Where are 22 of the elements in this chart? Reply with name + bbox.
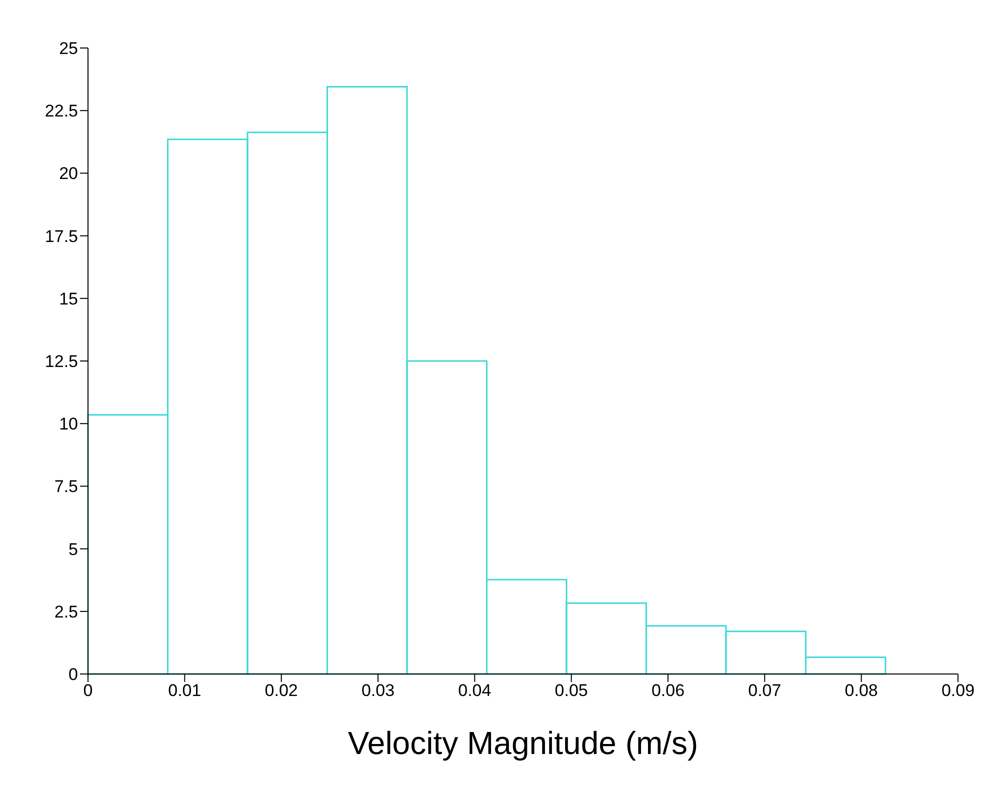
y-tick-label: 2.5 (54, 602, 78, 622)
y-tick-label: 25 (59, 39, 78, 58)
x-tick-label: 0.05 (554, 681, 588, 700)
y-tick-label: 22.5 (44, 102, 78, 121)
y-tick-label: 15 (59, 289, 78, 308)
y-tick-label: 0 (68, 665, 78, 684)
y-tick-label: 20 (59, 164, 78, 184)
y-tick-label: 17.5 (44, 226, 78, 246)
x-tick-label: 0.01 (168, 681, 202, 700)
y-tick-label: 7.5 (54, 477, 78, 496)
x-tick-label: 0.02 (264, 681, 298, 700)
y-tick-label: 12.5 (44, 352, 78, 372)
y-tick-label: 5 (68, 540, 78, 559)
x-tick-label: 0.03 (361, 681, 395, 700)
x-axis-title: Velocity Magnitude (m/s) (348, 725, 698, 761)
x-tick-label: 0.04 (458, 681, 492, 700)
x-tick-label: 0.06 (651, 681, 685, 700)
x-tick-label: 0.07 (748, 681, 782, 700)
x-tick-label: 0.09 (941, 681, 975, 700)
x-tick-label: 0 (83, 681, 93, 700)
x-tick-label: 0.08 (844, 681, 878, 700)
y-tick-label: 10 (59, 414, 78, 434)
